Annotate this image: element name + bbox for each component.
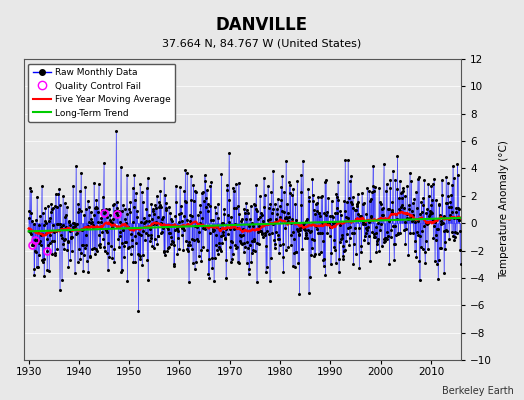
Text: 37.664 N, 84.767 W (United States): 37.664 N, 84.767 W (United States) (162, 38, 362, 48)
Y-axis label: Temperature Anomaly (°C): Temperature Anomaly (°C) (499, 140, 509, 279)
Text: DANVILLE: DANVILLE (216, 16, 308, 34)
Legend: Raw Monthly Data, Quality Control Fail, Five Year Moving Average, Long-Term Tren: Raw Monthly Data, Quality Control Fail, … (28, 64, 176, 122)
Text: Berkeley Earth: Berkeley Earth (442, 386, 514, 396)
